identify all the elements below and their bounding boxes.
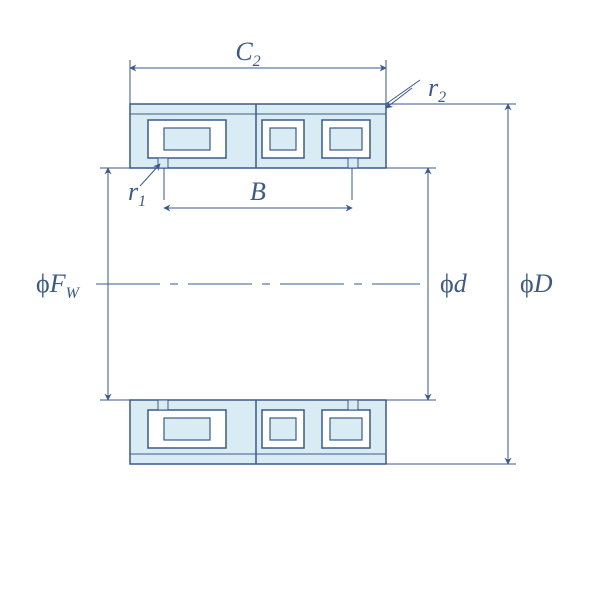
roller-top-1-inner (164, 128, 210, 150)
inner-right-strip (348, 158, 358, 168)
dim-fw-label: ϕFW (36, 269, 81, 302)
roller-bot-1-inner (164, 418, 210, 440)
dim-r2-leader (386, 88, 412, 108)
inner-right-strip2 (348, 400, 358, 410)
dim-r2-ext (386, 80, 420, 104)
dim-r2-label: r2 (428, 73, 446, 106)
inner-left-strip (158, 158, 168, 168)
inner-left-strip2 (158, 400, 168, 410)
dim-c2-label: C2 (235, 37, 260, 70)
roller-bot-2-inner (270, 418, 296, 440)
roller-top-2-inner (270, 128, 296, 150)
dim-d-label: ϕd (440, 269, 468, 298)
dim-D-label: ϕD (520, 269, 553, 298)
roller-bot-3-inner (330, 418, 362, 440)
roller-top-3-inner (330, 128, 362, 150)
dim-b-label: B (250, 177, 266, 206)
